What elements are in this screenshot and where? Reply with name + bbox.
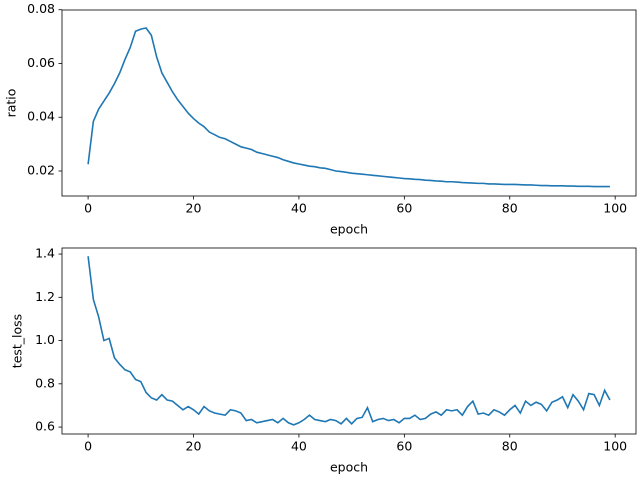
y-tick-label: 0.06 [27, 55, 55, 70]
x-tick-label: 100 [603, 201, 627, 216]
y-tick-label: 1.2 [35, 289, 55, 304]
x-tick-label: 60 [396, 439, 412, 454]
x-tick-label: 80 [502, 201, 518, 216]
x-tick-label: 0 [84, 201, 92, 216]
x-tick-label: 100 [603, 439, 627, 454]
y-tick-label: 0.6 [35, 419, 55, 434]
y-tick-label: 1.4 [35, 246, 55, 261]
x-tick-label: 40 [291, 201, 307, 216]
y-tick-label: 0.8 [35, 375, 55, 390]
x-tick-label: 60 [396, 201, 412, 216]
line [87, 27, 610, 188]
y-tick-label: 0.08 [27, 1, 55, 16]
x-tick-label: 20 [186, 439, 202, 454]
axes-frame [61, 247, 637, 435]
x-axis-label: epoch [330, 460, 368, 475]
y-tick-label: 0.04 [27, 109, 55, 124]
x-axis-label: epoch [330, 222, 368, 237]
y-axis-label: ratio [4, 89, 19, 118]
x-tick-label: 40 [291, 439, 307, 454]
x-tick-label: 0 [84, 439, 92, 454]
line [87, 256, 611, 426]
y-tick-label: 0.02 [27, 163, 55, 178]
x-tick-label: 80 [502, 439, 518, 454]
y-tick-label: 1.0 [35, 332, 55, 347]
x-tick-label: 20 [186, 201, 202, 216]
y-axis-label: test_loss [10, 314, 25, 368]
axes-frame [61, 9, 637, 197]
